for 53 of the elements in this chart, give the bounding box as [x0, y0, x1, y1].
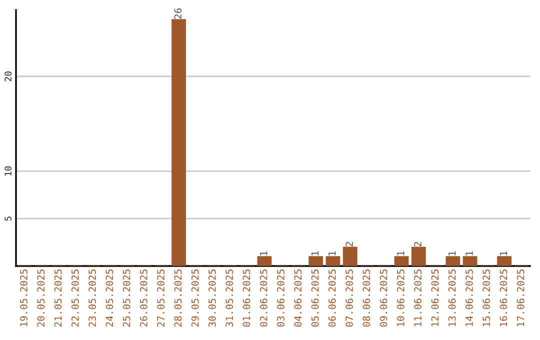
bar	[308, 256, 324, 266]
x-tick-label: 30.05.2025	[208, 270, 216, 327]
x-tick-label: 23.05.2025	[88, 270, 96, 327]
bar	[411, 246, 426, 266]
x-tick-label: 07.06.2025	[346, 270, 353, 327]
x-tick-label: 16.06.2025	[500, 270, 508, 326]
x-tick-label: 15.06.2025	[482, 270, 490, 326]
bar	[462, 256, 478, 266]
bar	[326, 256, 340, 266]
x-tick-label: 24.05.2025	[106, 270, 114, 327]
x-tick-label: 12.06.2025	[431, 270, 439, 326]
x-tick-label: 17.06.2025	[516, 270, 524, 326]
data-label: 1	[328, 251, 336, 256]
x-tick-label: 09.06.2025	[380, 270, 388, 327]
data-label: 2	[414, 242, 422, 246]
data-label: 26	[174, 8, 182, 19]
x-tick-label: 13.06.2025	[448, 270, 456, 326]
data-label: 1	[466, 251, 473, 256]
x-tick-label: 05.06.2025	[311, 270, 319, 327]
x-tick-label: 28.05.2025	[174, 270, 182, 327]
x-tick-label: 02.06.2025	[260, 270, 268, 327]
x-tick-label: 29.05.2025	[191, 270, 199, 327]
x-tick-label: 01.06.2025	[242, 270, 250, 327]
x-tick-label: 27.05.2025	[157, 270, 164, 327]
x-tick-label: 21.05.2025	[54, 270, 62, 327]
x-tick-label: 20.05.2025	[37, 270, 45, 327]
x-tick-label: 31.05.2025	[226, 270, 234, 327]
bar	[172, 19, 186, 266]
x-tick-label: 06.06.2025	[328, 270, 336, 327]
bar	[342, 246, 358, 266]
data-label: 1	[397, 251, 404, 256]
bar	[446, 256, 460, 266]
x-tick-label: 11.06.2025	[414, 270, 422, 326]
data-label: 2	[346, 242, 353, 246]
bar	[257, 256, 272, 266]
y-tick-label: 20	[4, 72, 12, 82]
y-tick-label: 10	[4, 166, 12, 176]
x-tick-label: 25.05.2025	[122, 270, 130, 327]
x-tick-label: 19.05.2025	[20, 270, 28, 326]
data-label: 1	[311, 251, 319, 256]
bar	[497, 256, 512, 266]
data-label: 1	[500, 251, 508, 256]
x-tick-label: 22.05.2025	[71, 270, 79, 327]
x-tick-label: 04.06.2025	[294, 270, 302, 327]
data-label: 1	[260, 251, 268, 256]
bar	[394, 256, 409, 266]
x-tick-label: 08.06.2025	[362, 270, 370, 327]
x-tick-label: 10.06.2025	[396, 270, 404, 326]
x-tick-label: 14.06.2025	[466, 270, 473, 326]
y-tick-label: 5	[4, 216, 12, 221]
x-tick-label: 26.05.2025	[140, 270, 148, 327]
x-tick-label: 03.06.2025	[277, 270, 284, 327]
data-label: 1	[448, 251, 456, 256]
